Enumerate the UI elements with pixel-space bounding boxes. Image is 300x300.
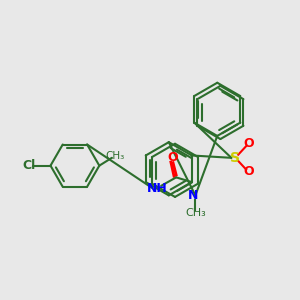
Text: O: O <box>168 151 178 164</box>
Text: NH: NH <box>147 182 168 195</box>
Text: N: N <box>188 189 198 202</box>
Text: S: S <box>230 151 240 165</box>
Text: O: O <box>243 165 254 178</box>
Text: CH₃: CH₃ <box>105 151 124 161</box>
Text: Cl: Cl <box>22 159 35 172</box>
Text: O: O <box>243 137 254 150</box>
Text: CH₃: CH₃ <box>185 208 206 218</box>
